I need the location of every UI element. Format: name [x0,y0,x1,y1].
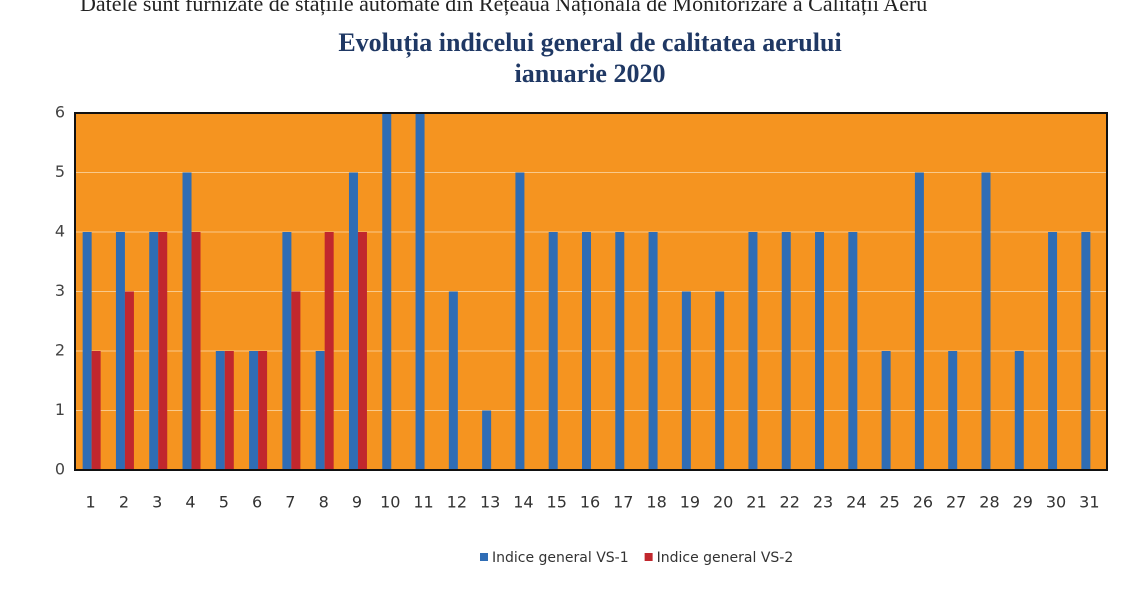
legend-swatch [644,553,653,561]
bar [815,232,825,470]
bar [515,172,525,470]
bar [324,232,334,470]
bar [981,172,991,470]
x-tick-label: 27 [946,493,966,512]
bar [415,113,425,470]
plot-border [74,112,1108,471]
x-tick-label: 19 [680,493,700,512]
y-tick-label: 2 [55,341,65,360]
x-tick-label: 28 [979,493,999,512]
legend-swatch [480,553,488,561]
x-tick-label: 3 [152,493,162,512]
legend-label: Indice general VS-1 [492,550,629,566]
bar [548,232,558,470]
y-tick-label: 3 [55,281,65,300]
bar [215,351,225,470]
y-tick-label: 4 [55,222,65,241]
bar [291,291,301,470]
bar [582,232,591,470]
bar [182,172,192,470]
x-tick-label: 21 [746,493,766,512]
bar [914,172,924,470]
x-tick-label: 10 [380,493,400,512]
x-tick-label: 7 [285,493,295,512]
x-tick-label: 25 [879,493,899,512]
x-tick-label: 2 [119,493,129,512]
x-tick-label: 30 [1046,493,1066,512]
bar [781,232,791,470]
x-tick-label: 11 [413,493,433,512]
bar [249,351,259,470]
bar [482,410,492,470]
x-tick-label: 29 [1013,493,1033,512]
bar [191,232,201,470]
bar [1081,232,1091,470]
bar [124,291,134,470]
bar [881,351,891,470]
bar [224,351,234,470]
bar [115,232,125,470]
legend-label: Indice general VS-2 [657,550,794,566]
bar [357,232,367,470]
x-tick-label: 9 [352,493,362,512]
x-tick-label: 13 [480,493,500,512]
x-tick-label: 4 [185,493,195,512]
x-tick-label: 6 [252,493,262,512]
bar [848,232,858,470]
x-tick-label: 18 [646,493,666,512]
x-tick-label: 5 [219,493,229,512]
x-tick-label: 1 [86,493,96,512]
bar [158,232,168,470]
x-tick-label: 16 [580,493,600,512]
x-tick-label: 14 [513,493,533,512]
bar [1048,232,1058,470]
bar [348,172,358,470]
x-tick-label: 23 [813,493,833,512]
x-tick-label: 12 [447,493,467,512]
x-tick-label: 17 [613,493,633,512]
x-tick-label: 26 [913,493,933,512]
x-tick-label: 31 [1079,493,1099,512]
x-tick-label: 20 [713,493,733,512]
bar [315,351,325,470]
bar [715,291,725,470]
bar [681,291,691,470]
bar [91,351,101,470]
bar [948,351,958,470]
x-tick-label: 15 [547,493,567,512]
bar [615,232,625,470]
bar [748,232,758,470]
bar [648,232,658,470]
bar [258,351,268,470]
bar [1014,351,1024,470]
bar [448,291,458,470]
y-tick-label: 6 [55,103,65,122]
x-tick-label: 24 [846,493,866,512]
bar [82,232,92,470]
y-tick-label: 0 [55,460,65,479]
bar [282,232,292,470]
header-text: Datele sunt furnizate de stațiile automa… [80,0,927,16]
bar [149,232,159,470]
chart-title: Evoluția indicelui general de calitatea … [338,28,841,58]
y-tick-label: 5 [55,162,65,181]
y-tick-label: 1 [55,400,65,419]
bar [382,113,392,470]
chart-subtitle: ianuarie 2020 [515,59,666,88]
x-tick-label: 8 [319,493,329,512]
x-tick-label: 22 [780,493,800,512]
